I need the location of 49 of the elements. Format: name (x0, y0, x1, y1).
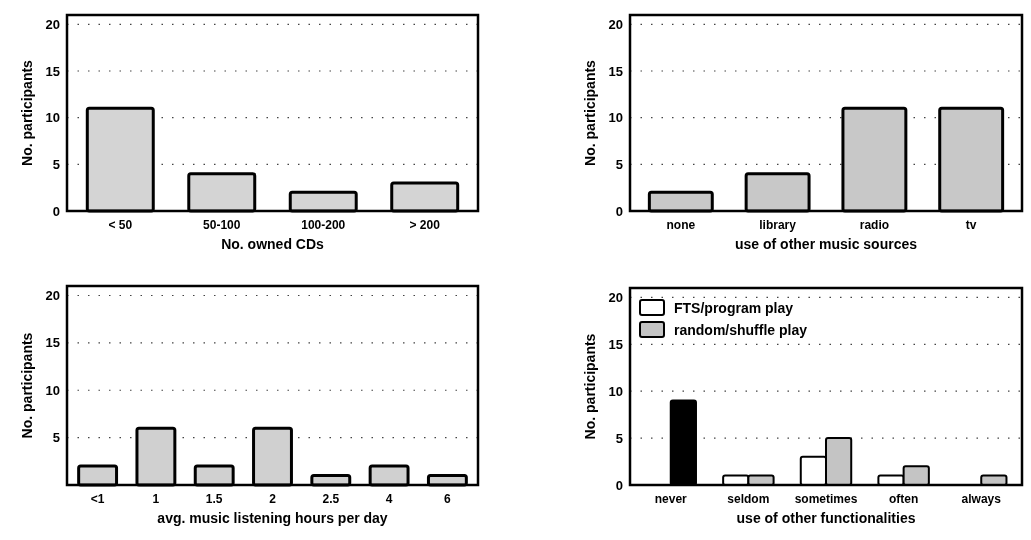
x-tick-label: 1 (152, 492, 160, 506)
y-tick-label: 0 (615, 203, 623, 219)
y-tick-label: 10 (45, 110, 60, 126)
y-tick-label: 5 (52, 156, 60, 172)
x-tick-label: 2 (269, 492, 277, 506)
y-axis-title: No. participants (19, 59, 35, 166)
y-axis-title: No. participants (582, 59, 598, 166)
y-axis-title: No. participants (582, 333, 598, 440)
x-tick-label: 1.5 (205, 492, 223, 506)
x-axis-title: use of other music sources (734, 236, 918, 252)
x-tick-label: < 50 (108, 218, 133, 232)
y-tick-label: 15 (608, 63, 623, 79)
x-tick-label: 2.5 (322, 492, 340, 506)
y-tick-label: 20 (45, 288, 60, 304)
x-axis-title: avg. music listening hours per day (157, 510, 388, 526)
y-tick-label: 0 (615, 477, 623, 493)
x-tick-label: often (888, 492, 919, 506)
y-tick-label: 10 (608, 110, 623, 126)
y-tick-label: 10 (608, 383, 623, 399)
x-tick-label: always (961, 492, 1002, 506)
legend-label: FTS/program play (674, 299, 794, 316)
x-tick-label: sometimes (794, 492, 858, 506)
x-tick-label: 50-100 (203, 218, 241, 232)
y-tick-label: 20 (608, 289, 623, 305)
x-tick-label: 4 (385, 492, 393, 506)
legend-label: random/shuffle play (674, 321, 808, 338)
y-axis-title: No. participants (19, 332, 35, 439)
x-tick-label: 100-200 (301, 218, 346, 232)
y-tick-label: 15 (45, 63, 60, 79)
y-tick-label: 5 (615, 156, 623, 172)
x-axis-title: No. owned CDs (221, 236, 325, 252)
x-tick-label: seldom (727, 492, 770, 506)
x-tick-label: tv (965, 218, 977, 232)
x-tick-label: none (666, 218, 696, 232)
x-tick-label: never (654, 492, 688, 506)
x-axis-title: use of other functionalities (736, 510, 916, 526)
y-tick-label: 5 (615, 430, 623, 446)
x-tick-label: library (759, 218, 797, 232)
y-tick-label: 15 (608, 336, 623, 352)
x-tick-label: > 200 (409, 218, 441, 232)
x-tick-label: <1 (90, 492, 105, 506)
x-tick-label: 6 (444, 492, 452, 506)
y-tick-label: 15 (45, 335, 60, 351)
y-tick-label: 5 (52, 430, 60, 446)
y-tick-label: 20 (608, 16, 623, 32)
x-tick-label: radio (859, 218, 890, 232)
y-tick-label: 0 (52, 203, 60, 219)
y-tick-label: 20 (45, 16, 60, 32)
y-tick-label: 10 (45, 382, 60, 398)
